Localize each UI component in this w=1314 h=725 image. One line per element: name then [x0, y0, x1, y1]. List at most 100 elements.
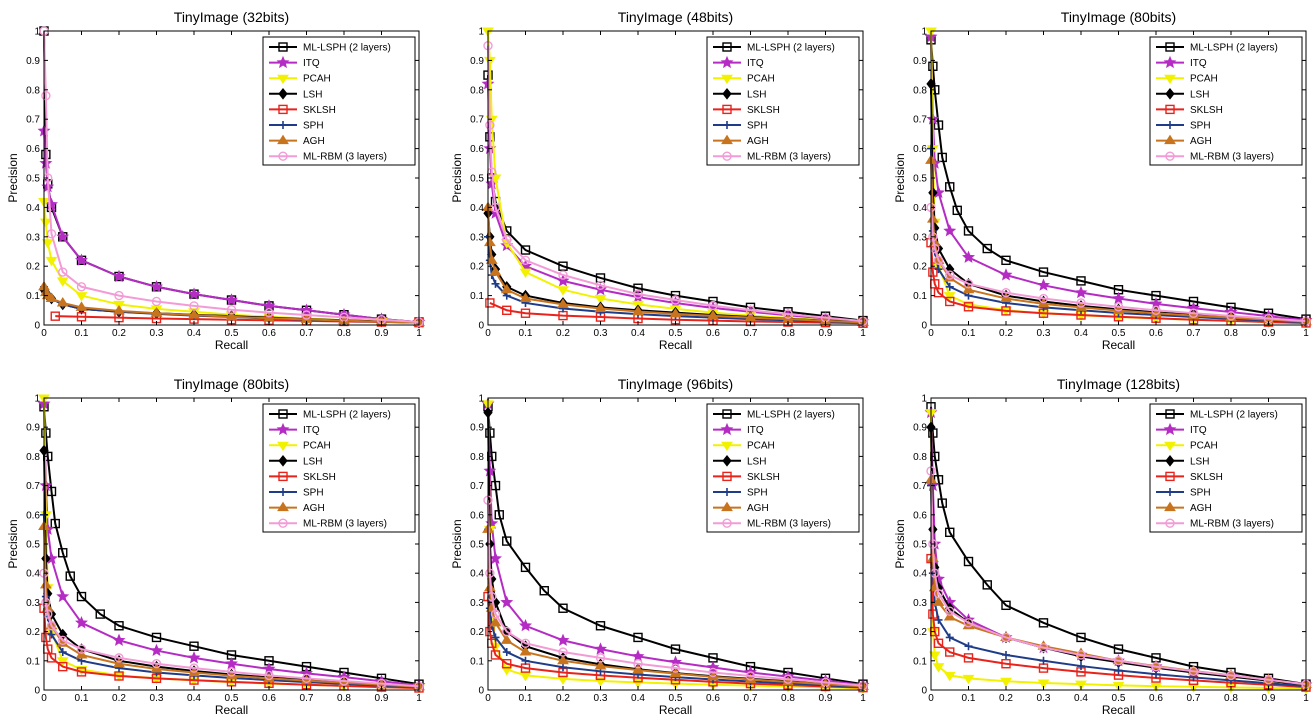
data-point [189, 301, 199, 311]
y-tick-label: 0.6 [26, 510, 40, 521]
legend-marker [722, 471, 732, 482]
y-tick-label: 0.4 [470, 203, 484, 214]
x-tick-label: 0.1 [75, 328, 89, 339]
data-point [301, 310, 312, 320]
data-point [943, 611, 956, 621]
data-point [1188, 666, 1199, 677]
x-tick-label: 0.8 [337, 328, 351, 339]
y-tick-label: 0.1 [26, 291, 40, 302]
legend-entry: ITQ [747, 58, 764, 69]
data-point [500, 595, 514, 608]
y-tick-label: 1 [921, 394, 927, 405]
legend-entry: ITQ [303, 425, 320, 436]
legend-marker [279, 121, 287, 129]
data-point [962, 674, 975, 685]
legend-entry: ML-RBM (3 layers) [1190, 152, 1274, 163]
legend-marker [1165, 87, 1175, 100]
legend-marker [278, 87, 288, 100]
y-tick-label: 0.8 [26, 85, 40, 96]
x-tick-label: 0.5 [669, 328, 683, 339]
y-tick-label: 0.7 [26, 481, 40, 492]
legend-marker [723, 121, 731, 129]
y-tick-label: 0.3 [470, 598, 484, 609]
y-tick-label: 1 [478, 27, 484, 38]
legend-entry: ML-LSPH (2 layers) [1190, 43, 1278, 54]
legend-marker [278, 151, 288, 161]
legend-entry: LSH [1190, 456, 1209, 467]
data-point [65, 571, 75, 581]
legend-marker [1165, 454, 1175, 467]
data-point [1001, 600, 1011, 611]
data-point [45, 197, 58, 210]
legend: ML-LSPH (2 layers) ITQ PCAH LSH SKLSH SPH AGH M… [706, 403, 860, 533]
y-tick-label: 1 [34, 394, 40, 405]
data-point [1037, 278, 1050, 291]
data-point [150, 307, 163, 317]
legend-entry: AGH [303, 136, 325, 147]
legend-entry: SKLSH [1190, 472, 1223, 483]
y-tick-label: 0.5 [913, 540, 927, 551]
x-tick-label: 0.9 [819, 693, 833, 704]
data-point [952, 205, 962, 216]
legend-entry: PCAH [1190, 441, 1218, 452]
data-point [502, 648, 511, 657]
y-tick-label: 0.2 [470, 627, 484, 638]
legend-marker [276, 55, 290, 69]
y-tick-label: 0 [921, 321, 927, 332]
series-line [930, 470, 1307, 686]
data-point [39, 218, 52, 229]
x-tick-label: 0.3 [1037, 693, 1051, 704]
data-point [934, 615, 943, 624]
legend-entry: SKLSH [747, 472, 780, 483]
data-point [519, 268, 532, 279]
y-tick-label: 0.3 [470, 232, 484, 243]
legend-marker [1165, 42, 1175, 52]
chart-title: TinyImage (96bits) [618, 376, 733, 392]
x-tick-label: 0.6 [706, 328, 720, 339]
data-point [963, 279, 974, 289]
x-tick-label: 0.3 [150, 328, 164, 339]
data-point [1076, 298, 1086, 308]
data-point [151, 296, 162, 307]
series-line [487, 406, 864, 686]
chart-panel: 0 0.1 0.2 0.3 0.4 0.5 0.6 0.7 0.8 0.9 1 0 0.1 0.2 0.3 0… [450, 9, 870, 352]
legend-entry: ML-LSPH (2 layers) [747, 43, 835, 54]
y-axis-label: Precision [893, 153, 907, 202]
legend-entry: AGH [747, 136, 769, 147]
x-tick-label: 0 [41, 328, 47, 339]
data-point [150, 279, 163, 293]
data-point [75, 253, 88, 266]
legend-marker [278, 518, 288, 528]
x-tick-label: 0.8 [1224, 693, 1238, 704]
data-point [932, 596, 945, 606]
legend-marker [278, 454, 288, 467]
legend-entry: SKLSH [747, 105, 780, 116]
data-point [928, 651, 941, 661]
series-group [924, 402, 1313, 695]
data-point [982, 580, 992, 590]
legend-entry: SPH [1190, 488, 1211, 499]
data-point [945, 182, 955, 192]
data-point [928, 267, 938, 277]
x-tick-label: 0.3 [150, 693, 164, 704]
chart-title: TinyImage (128bits) [1057, 376, 1180, 392]
legend-marker [1164, 441, 1176, 452]
y-tick-label: 0.3 [913, 232, 927, 243]
y-tick-label: 0.1 [470, 656, 484, 667]
legend-entry: SKLSH [303, 472, 336, 483]
x-tick-label: 0.6 [1149, 693, 1163, 704]
x-tick-label: 0.6 [262, 693, 276, 704]
data-point [56, 230, 70, 243]
legend-marker [1164, 501, 1176, 512]
legend-entry: ML-LSPH (2 layers) [747, 410, 835, 421]
y-tick-label: 0.9 [26, 423, 40, 434]
x-tick-label: 0 [928, 328, 934, 339]
x-tick-label: 1 [860, 328, 866, 339]
data-point [485, 298, 495, 308]
y-tick-label: 0.2 [470, 262, 484, 273]
y-tick-label: 0.3 [26, 598, 40, 609]
y-tick-label: 0.1 [913, 291, 927, 302]
data-point [502, 659, 512, 669]
data-point [632, 664, 644, 674]
data-point [708, 300, 718, 311]
